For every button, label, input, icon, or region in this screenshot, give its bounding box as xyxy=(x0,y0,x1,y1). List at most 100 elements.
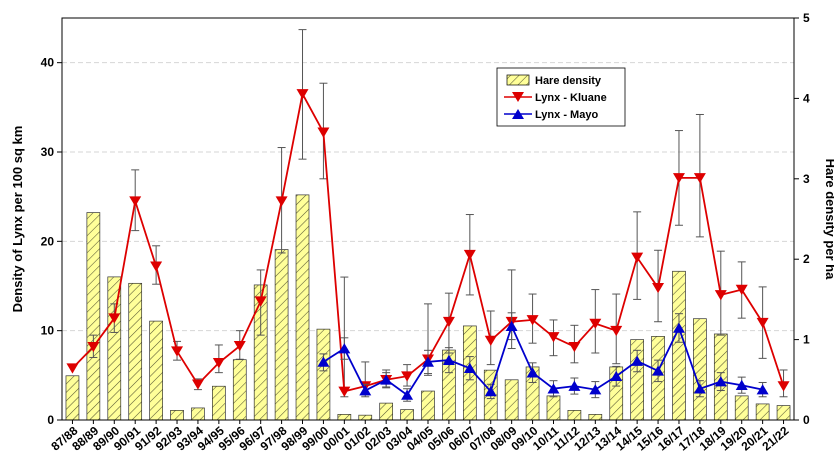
hare-bar xyxy=(232,359,247,421)
hare-bar xyxy=(546,395,561,421)
lynx-mayo-point xyxy=(526,367,539,378)
lynx-mayo-series xyxy=(317,312,769,402)
hare-bar xyxy=(588,414,603,421)
lynx-kluane-point xyxy=(693,173,706,184)
lynx-mayo-line xyxy=(322,323,763,397)
hare-bar xyxy=(212,385,226,421)
hare-bar xyxy=(170,410,184,421)
lynx-mayo-point xyxy=(652,365,665,376)
lynx-kluane-point xyxy=(568,341,581,353)
lynx-kluane-point xyxy=(401,371,414,382)
lynx-kluane-point xyxy=(275,196,288,207)
lynx-mayo-point xyxy=(672,322,685,333)
hare-bar xyxy=(65,375,80,421)
hare-bar xyxy=(337,414,352,421)
lynx-mayo-point xyxy=(589,384,602,395)
lynx-kluane-point xyxy=(338,386,351,397)
left-tick-label: 0 xyxy=(47,413,54,427)
lynx-kluane-point xyxy=(296,89,309,100)
hare-bar xyxy=(776,405,791,421)
lynx-kluane-point xyxy=(254,296,267,307)
lynx-mayo-point xyxy=(756,384,769,395)
lynx-kluane-point xyxy=(631,252,644,263)
lynx-mayo-point xyxy=(401,389,414,400)
lynx-mayo-point xyxy=(714,376,727,387)
lynx-kluane-point xyxy=(756,317,769,329)
hare-bar xyxy=(316,328,331,421)
hare-bar xyxy=(672,270,686,421)
right-tick-label: 2 xyxy=(803,252,810,266)
lynx-kluane-point xyxy=(171,346,184,357)
lynx-mayo-point xyxy=(735,379,748,390)
left-tick-label: 40 xyxy=(41,56,55,70)
legend-mayo-marker xyxy=(512,109,524,119)
hare-bar xyxy=(693,318,707,421)
hare-bar xyxy=(128,282,143,421)
lynx-mayo-point xyxy=(442,354,455,365)
y-axis-label-right: Hare density per ha xyxy=(823,159,834,280)
lynx-mayo-point xyxy=(338,343,351,354)
lynx-mayo-point xyxy=(505,320,518,331)
gridlines xyxy=(62,62,794,332)
legend-hare-swatch xyxy=(506,74,530,86)
left-axis: 0 10 20 30 40 xyxy=(41,56,62,427)
lynx-kluane-point xyxy=(66,363,79,374)
lynx-kluane-point xyxy=(714,290,727,301)
lynx-kluane-point xyxy=(672,173,685,184)
lynx-kluane-point xyxy=(652,282,665,294)
lynx-kluane-point xyxy=(317,127,330,138)
hare-bar xyxy=(107,276,122,421)
right-tick-label: 3 xyxy=(803,172,810,186)
lynx-kluane-point xyxy=(735,284,748,295)
hare-bar xyxy=(191,407,205,421)
lynx-kluane-point xyxy=(547,332,560,343)
lynx-kluane-point xyxy=(484,335,497,346)
left-tick-label: 10 xyxy=(41,324,55,338)
right-tick-label: 0 xyxy=(803,413,810,427)
lynx-mayo-point xyxy=(568,380,581,391)
y-axis-label-left: Density of Lynx per 100 sq km xyxy=(10,126,25,313)
lynx-mayo-point xyxy=(380,374,393,385)
hare-bar xyxy=(295,194,310,421)
hare-bar xyxy=(504,379,519,421)
right-tick-label: 5 xyxy=(803,11,810,25)
hare-bar xyxy=(358,414,373,421)
legend-kluane-marker xyxy=(512,92,524,102)
legend: Hare density Lynx - Kluane Lynx - Mayo xyxy=(496,67,626,127)
lynx-kluane-point xyxy=(610,325,623,337)
lynx-kluane-point xyxy=(191,379,204,390)
lynx-mayo-point xyxy=(359,385,372,396)
lynx-kluane-point xyxy=(150,261,163,272)
right-axis: 0 1 2 3 4 5 xyxy=(794,11,810,427)
lynx-kluane-point xyxy=(777,381,790,392)
hare-bar xyxy=(421,390,435,421)
lynx-kluane-point xyxy=(463,249,476,261)
lynx-kluane-point xyxy=(87,341,100,353)
lynx-mayo-point xyxy=(631,355,644,366)
hare-bar xyxy=(86,212,101,421)
lynx-mayo-point xyxy=(463,362,476,373)
lynx-kluane-point xyxy=(589,318,602,329)
hare-bars xyxy=(65,194,791,421)
lynx-mayo-point xyxy=(547,383,560,394)
lynx-mayo-point xyxy=(484,386,497,397)
legend-hare-label: Hare density xyxy=(535,75,602,87)
left-tick-label: 30 xyxy=(41,145,55,159)
hare-bar xyxy=(734,395,749,421)
hare-bar xyxy=(755,403,770,421)
right-tick-label: 1 xyxy=(803,333,810,347)
left-tick-label: 20 xyxy=(41,234,55,248)
right-tick-label: 4 xyxy=(803,91,810,105)
legend-kluane-label: Lynx - Kluane xyxy=(535,92,607,104)
hare-bar xyxy=(567,410,582,421)
hare-bar xyxy=(274,249,289,421)
hare-bar xyxy=(149,320,163,421)
lynx-kluane-point xyxy=(212,358,225,369)
lynx-mayo-point xyxy=(422,356,434,367)
hare-bar xyxy=(379,402,394,421)
lynx-kluane-point xyxy=(108,313,121,324)
hare-bar xyxy=(400,409,414,421)
lynx-kluane-point xyxy=(526,315,539,326)
lynx-mayo-point xyxy=(317,356,330,367)
